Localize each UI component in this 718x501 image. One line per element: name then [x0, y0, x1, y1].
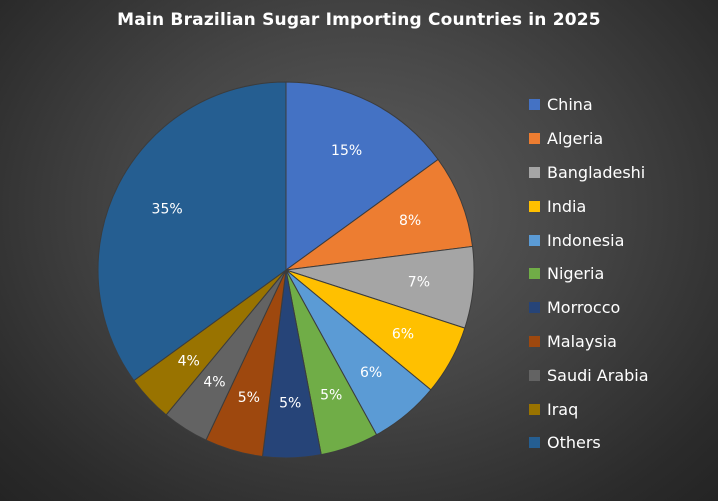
legend-item-india: India	[529, 189, 714, 223]
chart-title: Main Brazilian Sugar Importing Countries…	[117, 10, 601, 30]
legend-swatch	[529, 268, 540, 280]
legend-swatch	[529, 200, 540, 212]
legend-swatch	[529, 166, 540, 178]
data-label-indonesia: 6%	[360, 365, 382, 381]
legend-label: Nigeria	[547, 264, 605, 284]
data-label-iraq: 4%	[178, 353, 200, 369]
legend-swatch	[529, 302, 540, 314]
legend-item-bangladeshi: Bangladeshi	[529, 156, 714, 190]
legend-item-saudi-arabia: Saudi Arabia	[529, 358, 714, 392]
legend-label: China	[547, 95, 593, 115]
data-label-china: 15%	[331, 143, 362, 159]
legend-item-iraq: Iraq	[529, 392, 714, 426]
legend-label: Saudi Arabia	[547, 365, 649, 385]
data-label-bangladeshi: 7%	[408, 275, 430, 291]
data-label-india: 6%	[392, 326, 414, 342]
legend-swatch	[529, 133, 540, 145]
pie-slice-others	[97, 81, 287, 382]
data-label-nigeria: 5%	[320, 388, 342, 404]
legend-label: Morrocco	[547, 298, 621, 318]
legend-item-malaysia: Malaysia	[529, 325, 714, 359]
data-label-algeria: 8%	[399, 213, 421, 229]
legend-swatch	[529, 403, 540, 415]
legend-label: Bangladeshi	[547, 162, 646, 182]
legend-swatch	[529, 99, 540, 111]
legend-swatch	[529, 234, 540, 246]
legend-label: Iraq	[547, 399, 579, 419]
legend-item-others: Others	[529, 426, 714, 460]
legend-item-nigeria: Nigeria	[529, 257, 714, 291]
legend-item-morrocco: Morrocco	[529, 291, 714, 325]
legend-label: Algeria	[547, 129, 604, 149]
pie-slice-china	[285, 81, 439, 271]
data-label-saudi-arabia: 4%	[203, 375, 225, 391]
data-label-malaysia: 5%	[238, 390, 260, 406]
legend-label: Indonesia	[547, 230, 625, 250]
legend-swatch	[529, 437, 540, 449]
pie-slice-algeria	[285, 158, 474, 271]
legend-swatch	[529, 369, 540, 381]
legend-item-algeria: Algeria	[529, 122, 714, 156]
legend-swatch	[529, 335, 540, 347]
legend: China Algeria Bangladeshi India Indonesia Nig…	[529, 88, 714, 460]
legend-label: India	[547, 196, 587, 216]
legend-label: Malaysia	[547, 331, 617, 351]
legend-label: Others	[547, 433, 601, 453]
data-label-others: 35%	[152, 201, 183, 217]
legend-item-china: China	[529, 88, 714, 122]
legend-item-indonesia: Indonesia	[529, 223, 714, 257]
data-label-morrocco: 5%	[279, 395, 301, 411]
